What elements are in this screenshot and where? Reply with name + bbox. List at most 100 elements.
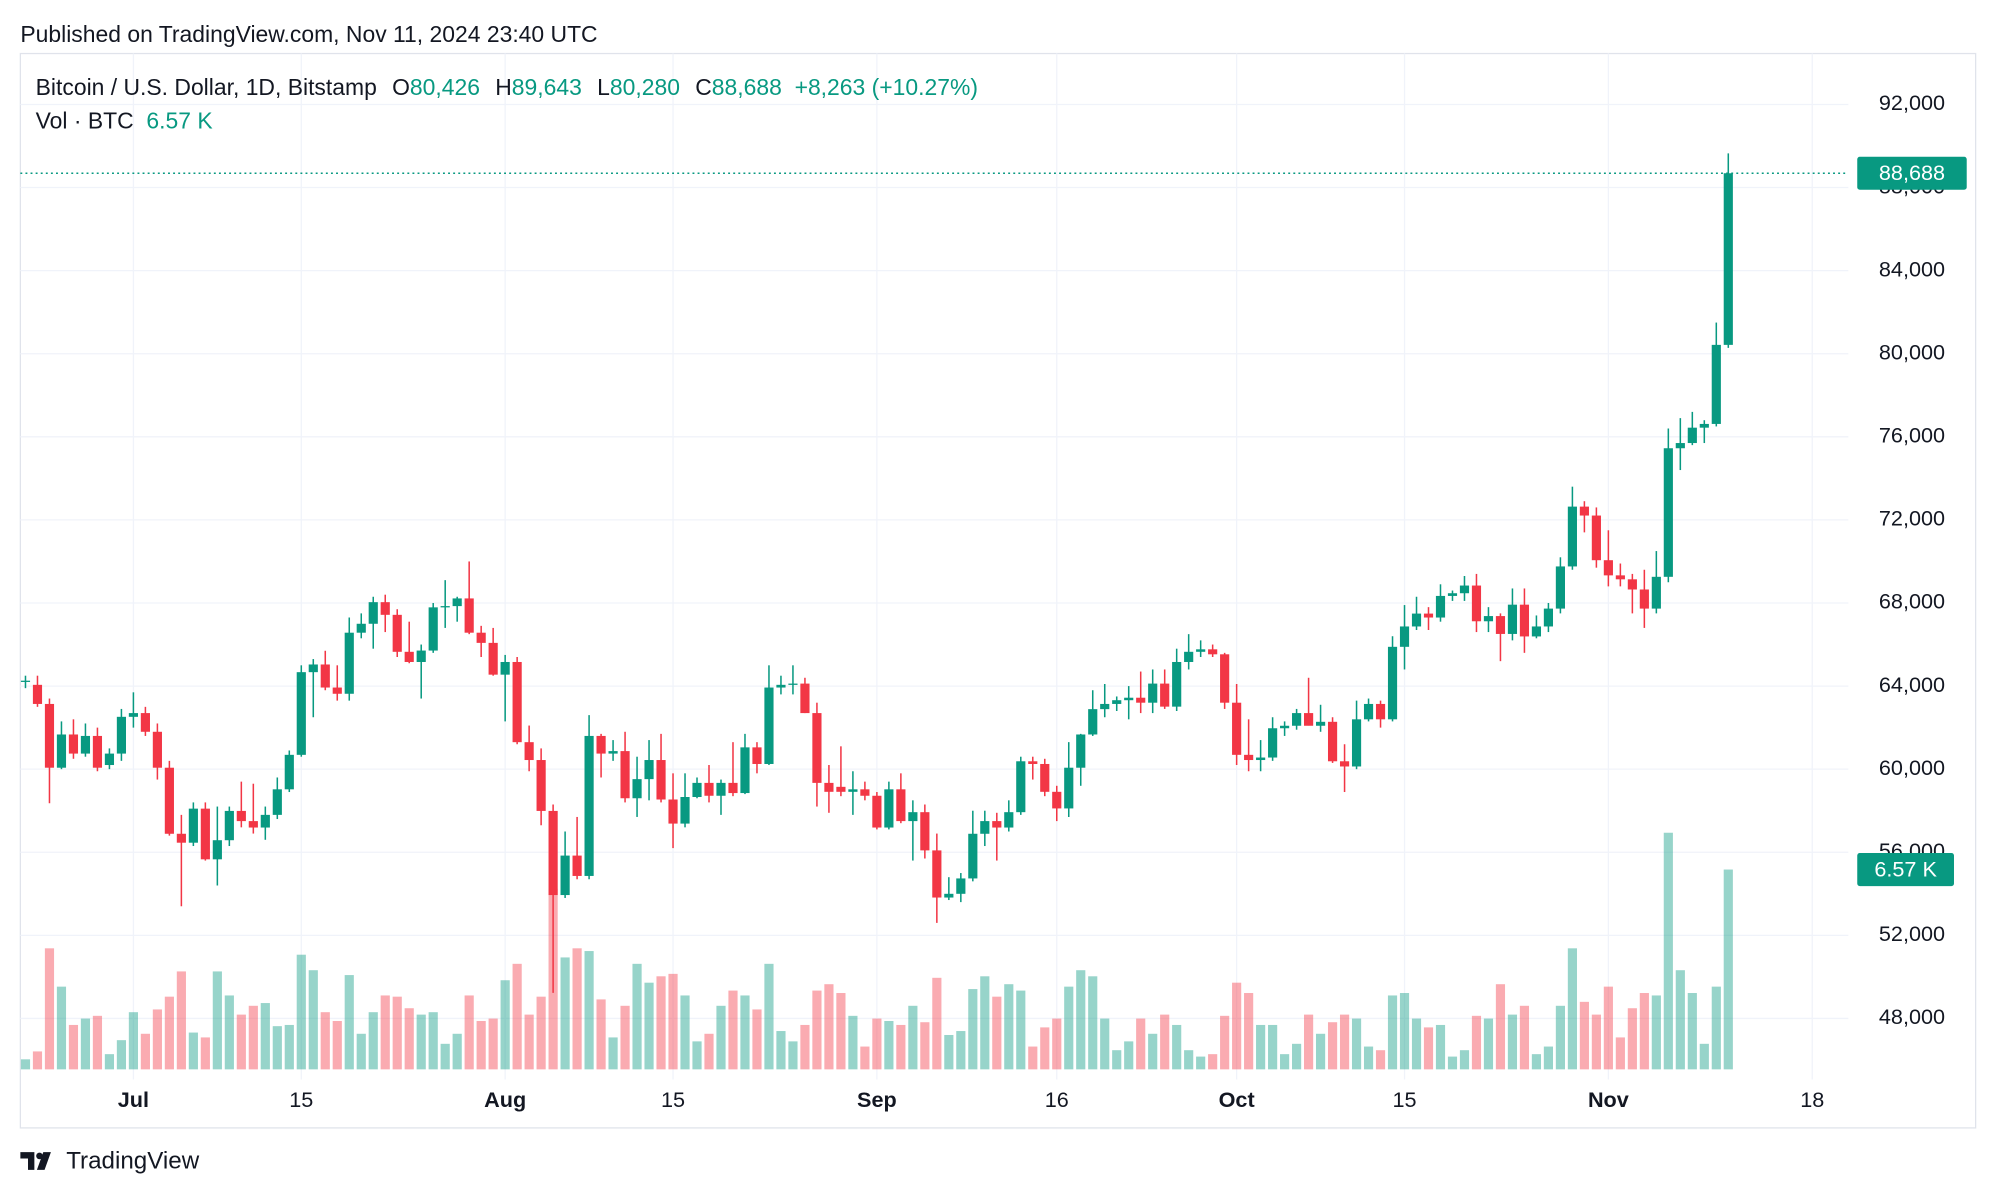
volume-bar — [1076, 970, 1086, 1070]
candle-body — [536, 760, 546, 811]
candle-body — [1399, 626, 1410, 647]
candle-body — [980, 821, 990, 834]
volume-bar — [212, 971, 222, 1070]
ohlc-label: H — [495, 74, 512, 100]
volume-bar — [1531, 1054, 1542, 1070]
volume-bar — [740, 995, 750, 1070]
volume-bar — [356, 1033, 366, 1070]
candle-body — [1363, 703, 1374, 720]
y-tick-label: 76,000 — [1879, 423, 1945, 448]
candle-body — [728, 782, 738, 794]
candle-body — [812, 713, 822, 783]
volume-bar — [728, 990, 738, 1070]
candle-body — [1531, 626, 1542, 637]
x-tick-label: 16 — [1045, 1087, 1069, 1112]
x-tick-label: 15 — [289, 1087, 313, 1112]
candle-body — [788, 683, 798, 685]
x-tick-label: 18 — [1800, 1087, 1824, 1112]
candle-body — [116, 716, 127, 754]
candle-body — [752, 747, 762, 764]
candle-body — [464, 598, 474, 633]
volume-bar — [944, 1034, 954, 1070]
candle-body — [776, 684, 786, 688]
ohlc-label: C — [695, 74, 712, 100]
volume-bar — [416, 1014, 426, 1070]
candle-body — [224, 810, 234, 841]
volume-bar — [1052, 1018, 1062, 1070]
candle-body — [1711, 344, 1721, 424]
volume-bar — [1292, 1043, 1302, 1070]
published-note: Published on TradingView.com, Nov 11, 20… — [20, 21, 597, 47]
y-tick-label: 84,000 — [1879, 256, 1945, 281]
candle-body — [1495, 616, 1506, 634]
volume-bar — [1100, 1018, 1110, 1070]
volume-bar — [680, 995, 690, 1070]
volume-bar — [1315, 1033, 1326, 1070]
volume-bar — [1064, 986, 1074, 1070]
volume-bar — [344, 975, 354, 1070]
candle-body — [392, 614, 402, 652]
candle-body — [1220, 654, 1230, 703]
candle-body — [992, 821, 1002, 828]
y-tick-label: 52,000 — [1879, 921, 1945, 946]
volume-bar — [992, 996, 1002, 1070]
volume-bar — [1160, 1014, 1170, 1070]
volume-bar — [812, 990, 822, 1070]
volume-bar — [1232, 982, 1242, 1070]
candle-body — [1543, 608, 1554, 627]
candle-body — [1124, 697, 1134, 701]
volume-bar — [476, 1021, 486, 1070]
candle-body — [1615, 575, 1625, 580]
x-tick-label: Aug — [484, 1087, 526, 1112]
volume-bar — [872, 1018, 882, 1070]
candle-body — [380, 602, 390, 615]
candle-body — [644, 760, 654, 780]
candle-body — [1675, 443, 1685, 449]
volume-bar — [608, 1037, 618, 1070]
volume-bar — [104, 1054, 115, 1070]
candle-body — [716, 782, 726, 796]
volume-bar — [788, 1041, 798, 1070]
volume-bar — [536, 996, 546, 1070]
candle-body — [1004, 812, 1014, 828]
volume-bar — [1196, 1056, 1206, 1070]
volume-bar — [1244, 993, 1254, 1070]
candle-body — [632, 779, 642, 799]
volume-bar — [248, 1005, 258, 1070]
volume-bar — [704, 1033, 714, 1070]
volume-bar — [200, 1037, 210, 1070]
candle-body — [836, 786, 846, 792]
candle-body — [1136, 697, 1146, 703]
candle-body — [1088, 709, 1098, 735]
volume-bar — [908, 1005, 918, 1070]
candle-body — [1052, 791, 1062, 809]
volume-bar — [572, 948, 582, 1070]
candle-body — [452, 598, 462, 607]
volume-bar — [440, 1043, 450, 1070]
candle-body — [1387, 646, 1398, 720]
volume-bar — [116, 1040, 127, 1070]
candle-body — [152, 731, 162, 768]
volume-bar — [1375, 1050, 1386, 1070]
volume-bar — [884, 1021, 894, 1070]
candle-layer — [20, 153, 1733, 993]
volume-bar — [464, 995, 474, 1070]
volume-bar — [68, 1024, 79, 1070]
candle-body — [1292, 713, 1302, 726]
candle-body — [320, 664, 330, 688]
candle-body — [920, 812, 930, 851]
candle-body — [1268, 728, 1278, 758]
candle-body — [572, 855, 582, 876]
candle-body — [1172, 661, 1182, 707]
candle-body — [476, 632, 486, 643]
candle-body — [896, 789, 906, 822]
y-tick-label: 64,000 — [1879, 672, 1945, 697]
candle-body — [656, 760, 666, 800]
candle-body — [524, 742, 534, 761]
y-tick-label: 60,000 — [1879, 755, 1945, 780]
candle-body — [1315, 721, 1326, 726]
volume-bar — [1603, 986, 1613, 1070]
volume-bar — [452, 1033, 462, 1070]
volume-bar — [1363, 1046, 1374, 1070]
